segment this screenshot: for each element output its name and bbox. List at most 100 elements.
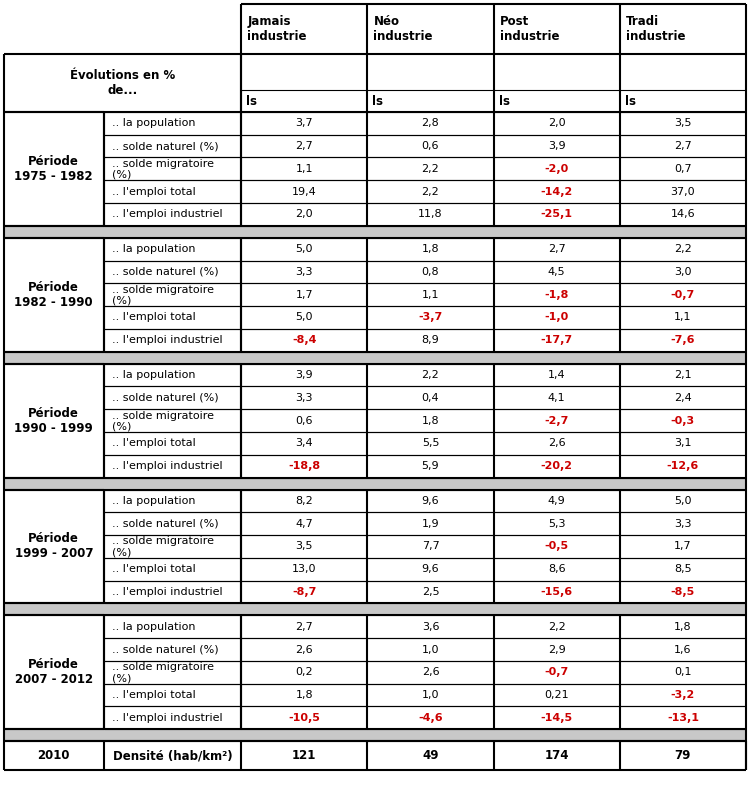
Text: 4,7: 4,7	[296, 519, 314, 529]
Text: 3,0: 3,0	[674, 267, 692, 277]
Bar	[242, 180, 368, 203]
Bar	[4, 604, 746, 615]
Text: (%): (%)	[112, 547, 131, 557]
Text: 3,3: 3,3	[674, 519, 692, 529]
Bar	[368, 615, 494, 638]
Text: -7,6: -7,6	[670, 336, 695, 345]
Text: -17,7: -17,7	[541, 336, 573, 345]
Bar	[620, 203, 746, 226]
Text: (%): (%)	[112, 673, 131, 683]
Text: -2,7: -2,7	[544, 416, 569, 425]
Bar	[620, 134, 746, 157]
Bar	[368, 306, 494, 329]
Text: 8,9: 8,9	[422, 336, 440, 345]
Bar	[620, 432, 746, 455]
Text: 3,6: 3,6	[422, 622, 440, 632]
Text: 2,0: 2,0	[296, 209, 313, 219]
Text: 5,0: 5,0	[674, 496, 692, 506]
Bar	[368, 180, 494, 203]
Bar	[104, 615, 242, 638]
Text: Période
1982 - 1990: Période 1982 - 1990	[14, 281, 93, 309]
Bar	[104, 410, 242, 432]
Bar	[242, 490, 368, 512]
Text: .. solde naturel (%): .. solde naturel (%)	[112, 141, 218, 151]
Text: 2,2: 2,2	[548, 622, 566, 632]
Bar	[620, 260, 746, 283]
Text: 1,1: 1,1	[296, 163, 313, 174]
Bar	[368, 535, 494, 558]
Bar	[242, 432, 368, 455]
Bar	[494, 203, 620, 226]
Text: 2,6: 2,6	[296, 645, 313, 655]
Text: .. solde naturel (%): .. solde naturel (%)	[112, 267, 218, 277]
Bar	[368, 432, 494, 455]
Bar	[368, 707, 494, 729]
Bar	[242, 684, 368, 707]
Bar	[242, 535, 368, 558]
Bar	[620, 306, 746, 329]
Bar	[620, 638, 746, 661]
Text: 0,21: 0,21	[544, 690, 569, 700]
Bar	[242, 4, 368, 54]
Bar	[368, 638, 494, 661]
Bar	[494, 54, 620, 90]
Bar	[620, 581, 746, 604]
Bar	[242, 203, 368, 226]
Text: (%): (%)	[112, 296, 131, 306]
Bar	[104, 260, 242, 283]
Bar	[620, 535, 746, 558]
Text: -1,8: -1,8	[544, 290, 569, 299]
Text: .. la population: .. la population	[112, 370, 195, 380]
Bar	[494, 237, 620, 260]
Bar	[494, 387, 620, 410]
Bar	[494, 558, 620, 581]
Bar	[242, 455, 368, 478]
Text: .. solde migratoire: .. solde migratoire	[112, 410, 214, 421]
Text: -2,0: -2,0	[544, 163, 568, 174]
Text: -3,7: -3,7	[419, 313, 442, 322]
Text: -0,3: -0,3	[670, 416, 695, 425]
Text: 4,9: 4,9	[548, 496, 566, 506]
Text: .. solde migratoire: .. solde migratoire	[112, 285, 214, 295]
Text: 2,2: 2,2	[422, 186, 440, 196]
Text: 1,6: 1,6	[674, 645, 692, 655]
Text: 3,3: 3,3	[296, 267, 313, 277]
Text: -1,0: -1,0	[544, 313, 568, 322]
Text: 2,7: 2,7	[674, 141, 692, 151]
Bar	[242, 283, 368, 306]
Bar	[242, 364, 368, 387]
Text: -3,2: -3,2	[670, 690, 695, 700]
Bar	[494, 512, 620, 535]
Text: .. l'emploi industriel: .. l'emploi industriel	[112, 713, 222, 723]
Bar	[494, 90, 620, 112]
Text: 2,1: 2,1	[674, 370, 692, 380]
Text: .. l'emploi total: .. l'emploi total	[112, 690, 195, 700]
Text: ls: ls	[625, 94, 636, 108]
Text: 5,9: 5,9	[422, 461, 440, 471]
Text: 8,6: 8,6	[548, 564, 566, 575]
Bar	[242, 157, 368, 180]
Bar	[4, 226, 746, 237]
Text: -20,2: -20,2	[541, 461, 573, 471]
Text: 13,0: 13,0	[292, 564, 316, 575]
Bar	[494, 180, 620, 203]
Bar	[494, 112, 620, 134]
Text: 3,5: 3,5	[674, 118, 692, 128]
Bar	[494, 615, 620, 638]
Bar	[104, 237, 242, 260]
Text: -8,4: -8,4	[292, 336, 316, 345]
Bar	[368, 490, 494, 512]
Text: 3,7: 3,7	[296, 118, 313, 128]
Bar	[104, 203, 242, 226]
Bar	[242, 387, 368, 410]
Text: 1,0: 1,0	[422, 690, 440, 700]
Bar	[368, 157, 494, 180]
Bar	[368, 134, 494, 157]
Bar	[620, 329, 746, 351]
Bar	[104, 364, 242, 387]
Bar	[620, 387, 746, 410]
Text: 4,5: 4,5	[548, 267, 566, 277]
Text: .. l'emploi total: .. l'emploi total	[112, 564, 195, 575]
Bar	[242, 512, 368, 535]
Text: .. la population: .. la population	[112, 118, 195, 128]
